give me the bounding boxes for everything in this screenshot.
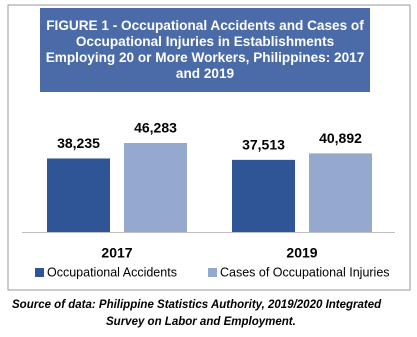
bar <box>309 153 372 232</box>
value-label: 46,283 <box>134 120 177 136</box>
legend-label: Cases of Occupational Injuries <box>220 265 390 279</box>
source-note: Source of data: Philippine Statistics Au… <box>12 299 382 328</box>
x-tick-label: 2019 <box>286 245 317 261</box>
legend-swatch <box>35 268 44 277</box>
x-tick-label: 2017 <box>101 245 132 261</box>
legend-label: Occupational Accidents <box>47 265 177 279</box>
chart-frame <box>7 4 411 291</box>
bar <box>124 142 187 232</box>
legend-swatch <box>208 268 217 277</box>
value-label: 40,892 <box>319 130 362 146</box>
bar <box>47 158 110 232</box>
value-label: 38,235 <box>57 135 100 151</box>
chart-title: FIGURE 1 - Occupational Accidents and Ca… <box>40 8 370 92</box>
bar <box>232 159 295 232</box>
value-label: 37,513 <box>242 137 285 153</box>
